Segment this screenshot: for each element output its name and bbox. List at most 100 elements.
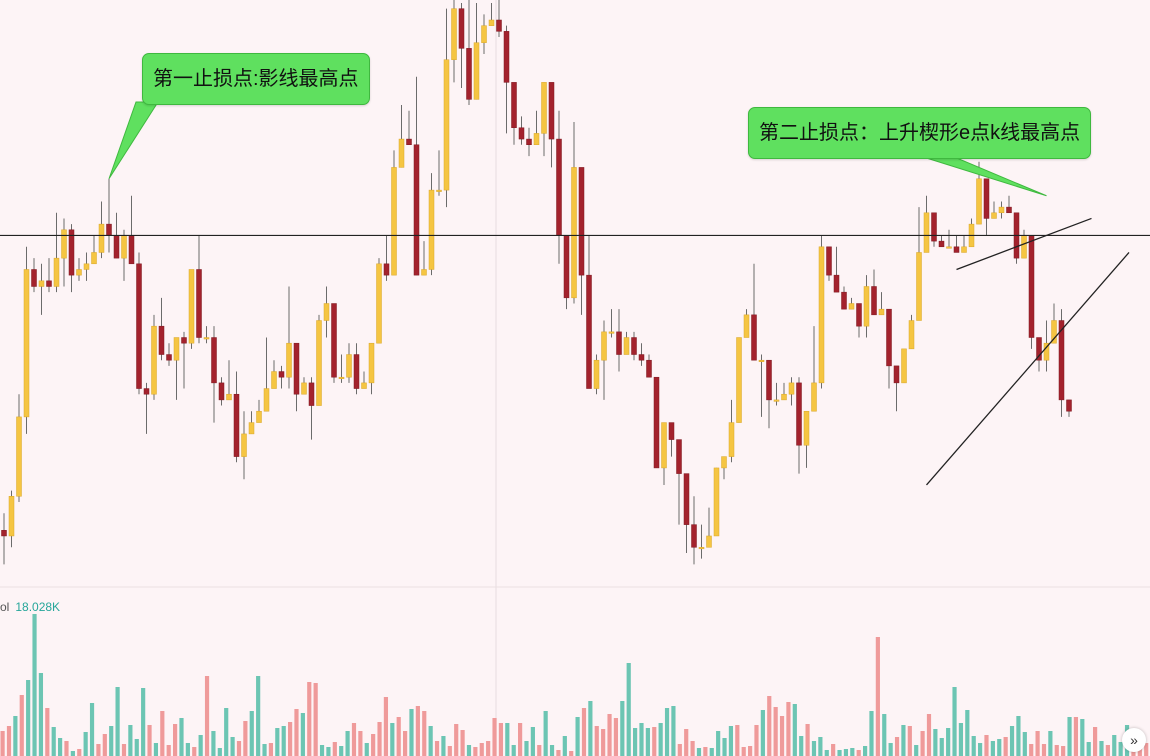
volume-bar (1029, 744, 1034, 756)
volume-bar (549, 745, 555, 756)
volume-bar (505, 723, 510, 756)
volume-bar (0, 731, 5, 756)
candle-body (181, 337, 187, 344)
candle-body (106, 223, 112, 236)
volume-bar (134, 739, 139, 756)
candle-body (316, 320, 322, 406)
candle (383, 235, 390, 281)
candle (721, 456, 727, 480)
candle-body (53, 257, 60, 287)
candle-body (413, 144, 420, 276)
volume-bar (326, 747, 331, 756)
volume-bar (460, 730, 465, 756)
drawings (0, 101, 1150, 486)
volume-bar (415, 706, 420, 756)
candle (848, 297, 855, 310)
candle-body (953, 246, 960, 253)
candle (398, 105, 405, 168)
candle-body (8, 496, 15, 537)
volume-bar (300, 713, 305, 756)
volume-bar (805, 724, 810, 756)
candle (248, 411, 255, 435)
candle (61, 218, 67, 287)
volume-bar (875, 637, 880, 756)
volume-bar (1086, 742, 1091, 756)
candle (841, 286, 847, 310)
volume-bar (990, 741, 995, 756)
candle-body (743, 314, 750, 338)
candle (938, 235, 945, 248)
volume-bar (939, 738, 944, 756)
candle (953, 235, 960, 253)
candle (526, 127, 532, 157)
candle-body (98, 223, 105, 253)
candle (91, 235, 97, 265)
candle-body (151, 325, 157, 395)
volume-bar (1080, 719, 1085, 756)
candle-body (766, 359, 772, 401)
candle (518, 116, 525, 145)
candle (766, 359, 772, 429)
candle-body (368, 342, 375, 384)
candle (758, 354, 765, 417)
candle-body (443, 59, 450, 191)
candle (691, 496, 697, 565)
candle (1028, 235, 1035, 349)
candle-body (128, 235, 135, 265)
volume-bar (70, 751, 75, 756)
volume-bar (607, 714, 612, 756)
volume-bar (856, 750, 861, 756)
candle-body (1028, 235, 1035, 338)
candle-body (436, 189, 442, 192)
candle-body (1006, 206, 1012, 214)
volume-bar (185, 743, 190, 756)
candle-body (608, 331, 615, 334)
candle (391, 150, 397, 276)
volume-bar (332, 742, 337, 756)
candle-body (136, 263, 142, 389)
volume-bar (633, 728, 638, 756)
candle-body (841, 291, 847, 310)
candle (241, 411, 247, 480)
candle-body (736, 337, 742, 423)
candle-body (758, 359, 765, 362)
volume-bar (211, 731, 216, 756)
candle-body (226, 393, 232, 401)
candle-body (511, 82, 517, 128)
volume-bar (626, 663, 631, 756)
volume-bar (530, 727, 535, 756)
candle (593, 354, 600, 395)
volume-bar (792, 704, 797, 756)
volume-bar (658, 723, 663, 756)
candle-body (931, 212, 937, 242)
candle-body (113, 235, 120, 259)
candle (616, 309, 622, 372)
volume-bar (728, 726, 734, 756)
candle (803, 410, 810, 468)
volume-bar (58, 738, 63, 756)
candle-body (616, 331, 622, 355)
volume-bar (952, 687, 957, 756)
candle-body (893, 365, 900, 384)
candle (556, 110, 562, 264)
candle (203, 326, 210, 344)
volume-bar (377, 722, 382, 756)
candle (863, 275, 870, 338)
volume-bar (1093, 727, 1098, 756)
volume-bar (275, 728, 280, 756)
candle (211, 326, 217, 423)
candle (428, 173, 435, 276)
volume-bar (588, 701, 593, 756)
candle-body (286, 342, 292, 378)
double-chevron-right-icon[interactable]: » (1122, 728, 1146, 752)
volume-bar (109, 726, 114, 756)
candle-body (946, 246, 952, 249)
candle (1013, 212, 1020, 264)
candle (106, 178, 112, 253)
candle (833, 246, 840, 293)
candle-body (1066, 399, 1072, 412)
candle (226, 360, 232, 401)
volume-bar (843, 749, 849, 756)
volume-bar (690, 741, 695, 756)
candle-body (863, 286, 870, 327)
